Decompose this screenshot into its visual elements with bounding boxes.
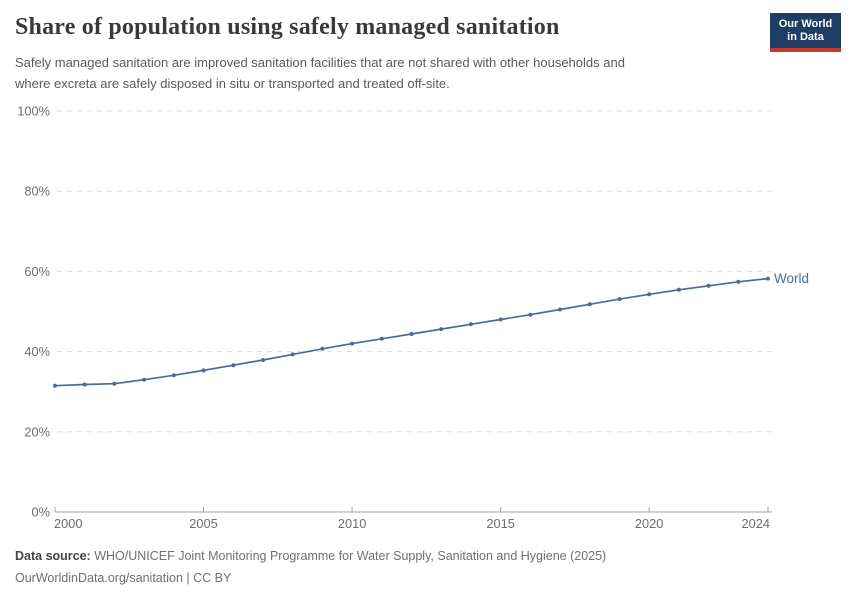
data-point-2021[interactable] [676,287,681,292]
data-point-2003[interactable] [142,377,147,382]
y-tick-label-0: 0% [32,505,51,520]
data-point-2006[interactable] [231,363,236,368]
chart-footer: Data source: WHO/UNICEF Joint Monitoring… [15,546,606,589]
page-title: Share of population using safely managed… [15,14,560,40]
y-tick-label-20: 20% [24,424,50,439]
chart-subtitle: Safely managed sanitation are improved s… [15,52,625,94]
data-point-2019[interactable] [617,297,622,302]
subtitle-line-1: Safely managed sanitation are improved s… [15,55,625,70]
data-point-2014[interactable] [468,322,473,327]
data-point-2000[interactable] [53,383,57,388]
series-end-label[interactable]: World [774,271,809,286]
footer-link-line[interactable]: OurWorldinData.org/sanitation | CC BY [15,570,232,585]
data-point-2020[interactable] [647,292,652,297]
x-tick-label-2020: 2020 [635,516,663,531]
data-point-2018[interactable] [587,302,592,307]
data-point-2007[interactable] [261,358,265,362]
logo-line-2: in Data [787,31,824,43]
data-point-2001[interactable] [82,382,87,387]
data-point-2023[interactable] [736,279,741,284]
y-tick-label-80: 80% [24,184,50,199]
data-point-2009[interactable] [320,346,325,351]
subtitle-line-2: where excreta are safely disposed in sit… [15,76,450,91]
owid-logo[interactable]: Our World in Data [770,13,841,52]
data-source-text: WHO/UNICEF Joint Monitoring Programme fo… [90,549,607,563]
data-point-2004[interactable] [171,373,176,378]
data-point-2013[interactable] [439,327,444,332]
x-tick-label-2015: 2015 [486,516,514,531]
owid-logo-text: Our World in Data [770,13,841,48]
data-point-2002[interactable] [112,381,117,386]
data-source-line: Data source: WHO/UNICEF Joint Monitoring… [15,546,606,568]
y-tick-label-60: 60% [24,264,50,279]
data-point-2022[interactable] [706,283,711,288]
x-tick-label-2010: 2010 [338,516,366,531]
data-point-2010[interactable] [350,341,355,346]
logo-line-1: Our World [778,18,833,30]
y-tick-label-100: 100% [17,104,50,119]
data-point-2005[interactable] [201,368,206,373]
data-point-2016[interactable] [528,312,533,317]
x-tick-label-2005: 2005 [189,516,217,531]
data-point-2015[interactable] [498,317,503,322]
x-tick-label-2000: 2000 [54,516,82,531]
data-source-label: Data source: [15,549,91,563]
y-tick-label-40: 40% [24,344,50,359]
data-point-2024[interactable] [766,276,770,281]
x-tick-label-2024: 2024 [742,516,770,531]
data-point-2012[interactable] [409,332,414,336]
data-point-2017[interactable] [558,307,562,312]
data-point-2008[interactable] [290,352,295,357]
owid-logo-stripe [770,48,841,52]
data-point-2011[interactable] [379,336,384,341]
